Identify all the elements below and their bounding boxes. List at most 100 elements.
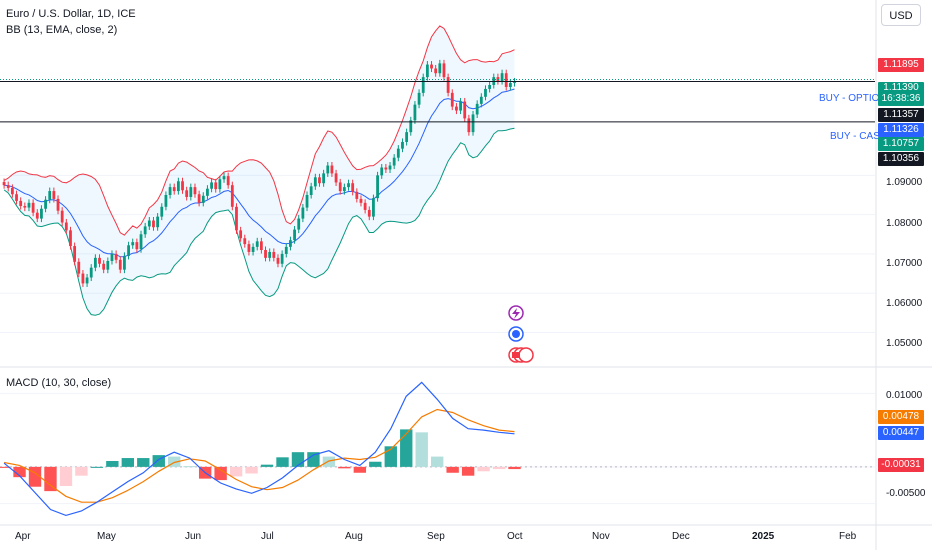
candle-body xyxy=(467,118,471,133)
macd-histogram-bar xyxy=(260,464,274,467)
x-tick-label: Aug xyxy=(345,531,363,542)
candle-body xyxy=(81,273,85,284)
price-tag-last: 1.11390 16:38:36 xyxy=(878,82,924,106)
candle-body xyxy=(471,114,475,133)
macd-histogram-bar xyxy=(0,466,11,468)
candle-body xyxy=(305,195,309,208)
price-tag-cash: 1.10356 xyxy=(878,152,924,166)
candle-body xyxy=(313,177,317,187)
candle-body xyxy=(40,208,43,219)
y-tick-label: 1.07000 xyxy=(886,258,923,269)
candle-body xyxy=(500,73,504,82)
macd-histogram-bar xyxy=(90,466,104,468)
macd-histogram-bar xyxy=(322,456,336,467)
candle-body xyxy=(85,277,89,284)
bb-legend[interactable]: BB (13, EMA, close, 2) xyxy=(6,24,118,36)
currency-button[interactable]: USD xyxy=(881,4,921,26)
candle-body xyxy=(268,251,272,258)
x-tick-label: May xyxy=(97,531,116,542)
candle-body xyxy=(135,242,139,250)
macd-line xyxy=(3,381,515,517)
candle-body xyxy=(318,177,321,184)
candle-body xyxy=(351,183,355,192)
candle-body xyxy=(176,181,180,192)
candle-body xyxy=(147,220,151,227)
candle-body xyxy=(450,92,454,107)
macd-histogram-bar xyxy=(291,452,305,467)
buy-cash-label: BUY - CASH xyxy=(830,131,888,142)
macd-histogram-bar xyxy=(477,466,490,472)
candle-body xyxy=(164,195,168,207)
candle-body xyxy=(230,185,234,207)
candle-body xyxy=(463,101,467,119)
candle-body xyxy=(52,191,56,199)
macd-tick-label: 0.01000 xyxy=(886,390,923,401)
candle-body xyxy=(276,257,280,264)
candle-body xyxy=(259,241,263,250)
candle-body xyxy=(239,230,243,239)
candle-body xyxy=(446,77,450,93)
candle-body xyxy=(508,83,512,87)
candle-body xyxy=(6,185,10,188)
macd-histogram-bar xyxy=(338,466,351,469)
candle-body xyxy=(243,238,247,245)
candle-body xyxy=(102,263,106,270)
candle-body xyxy=(326,165,330,174)
macd-histogram-bar xyxy=(430,456,444,467)
candle-body xyxy=(168,187,172,195)
macd-legend[interactable]: MACD (10, 30, close) xyxy=(6,377,112,389)
bb-basis-line xyxy=(4,88,515,258)
candle-body xyxy=(152,220,155,228)
x-tick-label: 2025 xyxy=(752,531,775,542)
macd-histogram-bar xyxy=(13,466,26,478)
symbol-legend[interactable]: Euro / U.S. Dollar, 1D, ICE xyxy=(6,8,136,20)
candle-body xyxy=(297,218,301,230)
candle-body xyxy=(430,64,433,69)
macd-tick-label: -0.00500 xyxy=(886,488,926,499)
candle-body xyxy=(293,229,296,241)
macd-histogram-bar xyxy=(44,466,57,492)
candle-body xyxy=(488,85,492,89)
macd-histogram-bar xyxy=(353,466,367,473)
candle-body xyxy=(226,176,230,186)
macd-histogram-bar xyxy=(59,466,73,486)
macd-histogram-bar xyxy=(415,432,428,467)
candle-body xyxy=(114,253,118,260)
candle-body xyxy=(181,181,184,191)
candle-body xyxy=(338,182,342,192)
macd-histogram-bar xyxy=(276,457,289,467)
candle-body xyxy=(110,253,114,261)
candle-body xyxy=(438,63,442,74)
macd-histogram-bar xyxy=(106,460,119,467)
candle-body xyxy=(31,202,35,213)
candle-body xyxy=(106,261,110,270)
candle-body xyxy=(218,179,222,190)
macd-histogram-bar xyxy=(400,429,413,467)
macd-tag-macd: 0.00447 xyxy=(878,426,924,440)
candle-body xyxy=(347,183,350,188)
candle-body xyxy=(392,157,396,166)
candle-body xyxy=(23,206,27,208)
macd-histogram-bar xyxy=(214,466,227,481)
x-tick-label: Jul xyxy=(261,531,274,542)
candle-body xyxy=(334,173,338,183)
macd-histogram-bar xyxy=(446,466,459,473)
macd-histogram-bar xyxy=(75,466,88,476)
y-tick-label: 1.08000 xyxy=(886,218,923,229)
candle-body xyxy=(2,182,6,186)
candle-body xyxy=(504,73,508,87)
candle-body xyxy=(475,103,479,115)
candle-body xyxy=(289,240,292,247)
macd-tag-hist: -0.00031 xyxy=(878,458,924,472)
candle-body xyxy=(484,88,487,97)
macd-signal-line xyxy=(3,408,515,503)
candle-body xyxy=(118,259,122,270)
candle-body xyxy=(27,202,31,208)
macd-histogram-bar xyxy=(152,455,165,467)
candle-body xyxy=(60,210,64,223)
candle-body xyxy=(193,187,197,195)
candle-body xyxy=(89,267,93,278)
candle-body xyxy=(123,255,126,270)
candle-body xyxy=(309,186,313,195)
